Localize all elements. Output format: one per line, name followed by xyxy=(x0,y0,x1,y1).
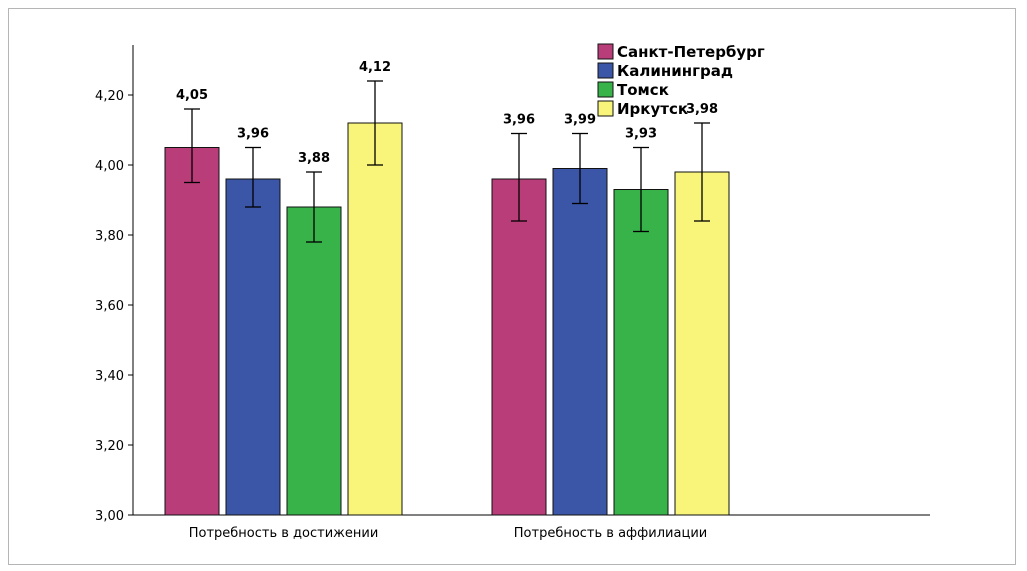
category-label: Потребность в аффилиации xyxy=(514,526,707,541)
bar xyxy=(491,178,547,516)
data-label: 3,93 xyxy=(625,127,657,142)
legend-swatch xyxy=(597,100,614,117)
data-label: 3,99 xyxy=(564,113,596,128)
bar xyxy=(674,171,730,516)
bar xyxy=(225,178,281,516)
data-label: 3,88 xyxy=(298,151,330,166)
y-tick-label: 3,80 xyxy=(95,229,124,244)
data-label: 3,98 xyxy=(686,102,718,117)
y-tick-label: 3,40 xyxy=(95,369,124,384)
data-label: 4,12 xyxy=(359,60,391,75)
y-tick-label: 3,20 xyxy=(95,439,124,454)
data-label: 3,96 xyxy=(237,127,269,142)
y-tick-label: 3,00 xyxy=(95,509,124,524)
y-tick-label: 4,20 xyxy=(95,89,124,104)
legend-swatch xyxy=(597,43,614,60)
legend-label: Санкт-Петербург xyxy=(617,43,765,61)
bar xyxy=(552,168,608,516)
y-tick-label: 3,60 xyxy=(95,299,124,314)
data-label: 3,96 xyxy=(503,113,535,128)
bar xyxy=(347,122,403,516)
legend-swatch xyxy=(597,81,614,98)
legend-label: Иркутск xyxy=(617,100,688,118)
bar xyxy=(613,189,669,516)
bar xyxy=(286,206,342,516)
category-label: Потребность в достижении xyxy=(189,526,379,541)
bar xyxy=(164,147,220,516)
legend-label: Томск xyxy=(617,81,669,99)
legend-label: Калининград xyxy=(617,62,733,80)
data-label: 4,05 xyxy=(176,88,208,103)
legend-swatch xyxy=(597,62,614,79)
y-tick-label: 4,00 xyxy=(95,159,124,174)
